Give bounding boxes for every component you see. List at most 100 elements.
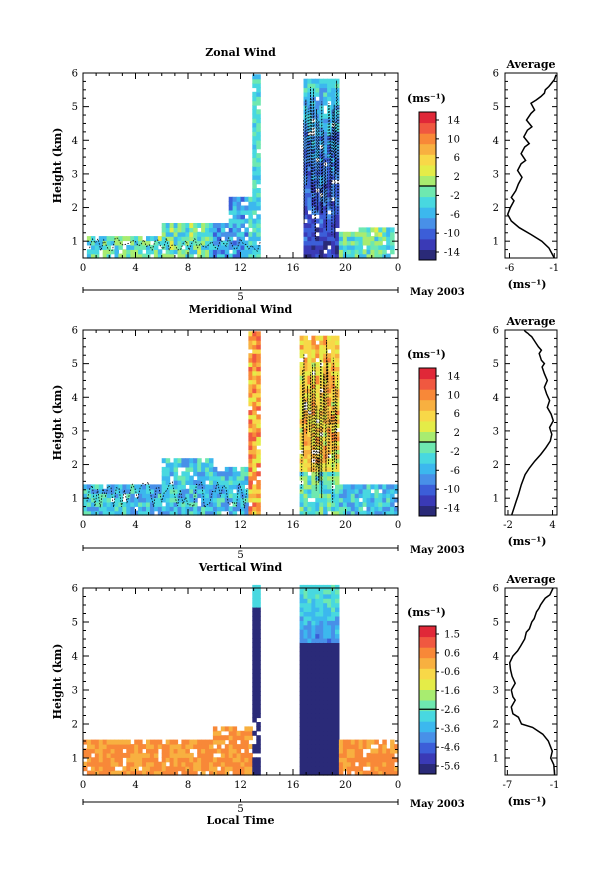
heatmap-cell — [382, 501, 387, 507]
heatmap-cell — [248, 379, 253, 385]
heatmap-cell — [189, 253, 194, 259]
heatmap-cell — [193, 510, 198, 516]
heatmap-cell — [342, 497, 348, 503]
heatmap-cell — [102, 488, 108, 494]
heatmap-cell — [90, 766, 96, 772]
heatmap-cell — [106, 488, 112, 494]
heatmap-cell — [354, 501, 360, 507]
heatmap-cell — [232, 730, 238, 736]
heatmap-cell — [205, 493, 210, 499]
heatmap-cell — [327, 218, 332, 224]
heatmap-cell — [216, 744, 222, 750]
heatmap-cell — [307, 708, 312, 714]
heatmap-cell — [378, 510, 383, 516]
heatmap-cell — [252, 699, 257, 705]
heatmap-cell — [209, 752, 214, 758]
heatmap-cell — [138, 506, 143, 512]
heatmap-cell — [307, 735, 312, 741]
heatmap-cell — [323, 691, 328, 696]
heatmap-cell — [209, 497, 214, 503]
heatmap-cell — [307, 139, 312, 145]
heatmap-cell — [303, 192, 308, 198]
heatmap-cell — [205, 506, 210, 512]
heatmap-cell — [201, 475, 206, 481]
heatmap-cell — [173, 227, 179, 233]
colorbar-swatch — [419, 463, 436, 475]
heatmap-cell — [299, 348, 305, 354]
heatmap-cell — [252, 677, 257, 683]
heatmap-cell — [130, 761, 135, 767]
heatmap-cell — [319, 642, 324, 648]
heatmap-cell — [323, 148, 328, 154]
heatmap-cell — [256, 192, 261, 198]
heatmap-cell — [319, 96, 324, 102]
heatmap-cell — [248, 201, 253, 207]
heatmap-cell — [323, 589, 328, 595]
heatmap-cell — [354, 231, 360, 237]
heatmap-cell — [161, 471, 167, 477]
heatmap-cell — [205, 744, 210, 750]
heatmap-cell — [299, 770, 305, 776]
heatmap-cell — [303, 135, 308, 141]
heatmap-cell — [256, 348, 261, 354]
heatmap-cell — [228, 506, 234, 512]
heatmap-cell — [331, 209, 336, 215]
heatmap-cell — [165, 458, 171, 464]
heatmap-cell — [327, 735, 332, 741]
heatmap-cell — [161, 475, 167, 481]
heatmap-cell — [181, 488, 186, 494]
heatmap-cell — [335, 236, 340, 242]
heatmap-cell — [311, 366, 316, 372]
heatmap-cell — [244, 752, 249, 758]
heatmap-cell — [362, 253, 368, 259]
heatmap-cell — [319, 223, 324, 228]
heatmap-cell — [303, 611, 308, 617]
heatmap-cell — [386, 757, 391, 763]
heatmap-cell — [319, 366, 324, 372]
heatmap-cell — [181, 484, 186, 490]
heatmap-cell — [209, 471, 214, 477]
heatmap-cell — [386, 484, 391, 490]
heatmap-cell — [138, 253, 143, 259]
heatmap-cell — [252, 598, 257, 604]
heatmap-cell — [177, 484, 182, 490]
heatmap-cell — [323, 686, 328, 692]
heatmap-cell — [386, 510, 391, 516]
heatmap-cell — [248, 410, 253, 416]
heatmap-cell — [311, 493, 316, 499]
y-tick-label: 5 — [72, 618, 78, 629]
heatmap-cell — [256, 227, 261, 233]
heatmap-cell — [252, 126, 257, 132]
heatmap-cell — [319, 462, 324, 468]
heatmap-cell — [382, 484, 387, 490]
heatmap-cell — [346, 510, 352, 516]
heatmap-cell — [256, 253, 261, 259]
heatmap-cell — [311, 726, 316, 732]
heatmap-cell — [311, 253, 316, 259]
heatmap-cell — [307, 244, 312, 250]
heatmap-cell — [236, 223, 242, 228]
heatmap-cell — [386, 493, 391, 499]
heatmap-cell — [252, 629, 257, 635]
heatmap-cell — [323, 664, 328, 670]
heatmap-cell — [232, 231, 238, 237]
heatmap-cell — [94, 244, 100, 250]
heatmap-cell — [149, 748, 155, 754]
heatmap-cell — [165, 510, 171, 516]
heatmap-cell — [153, 770, 159, 776]
heatmap-cell — [169, 227, 175, 233]
heatmap-cell — [248, 431, 253, 437]
heatmap-cell — [311, 144, 316, 150]
heatmap-cell — [350, 484, 356, 490]
heatmap-cell — [335, 223, 340, 228]
x-tick-label: 0 — [80, 263, 86, 274]
heatmap-cell — [315, 593, 320, 599]
heatmap-cell — [366, 484, 371, 490]
heatmap-cell — [331, 91, 336, 97]
heatmap-cell — [228, 752, 234, 758]
heatmap-cell — [327, 91, 332, 97]
heatmap-cell — [354, 244, 360, 250]
heatmap-cell — [335, 677, 340, 683]
heatmap-cell — [256, 188, 261, 193]
heatmap-cell — [177, 480, 182, 485]
